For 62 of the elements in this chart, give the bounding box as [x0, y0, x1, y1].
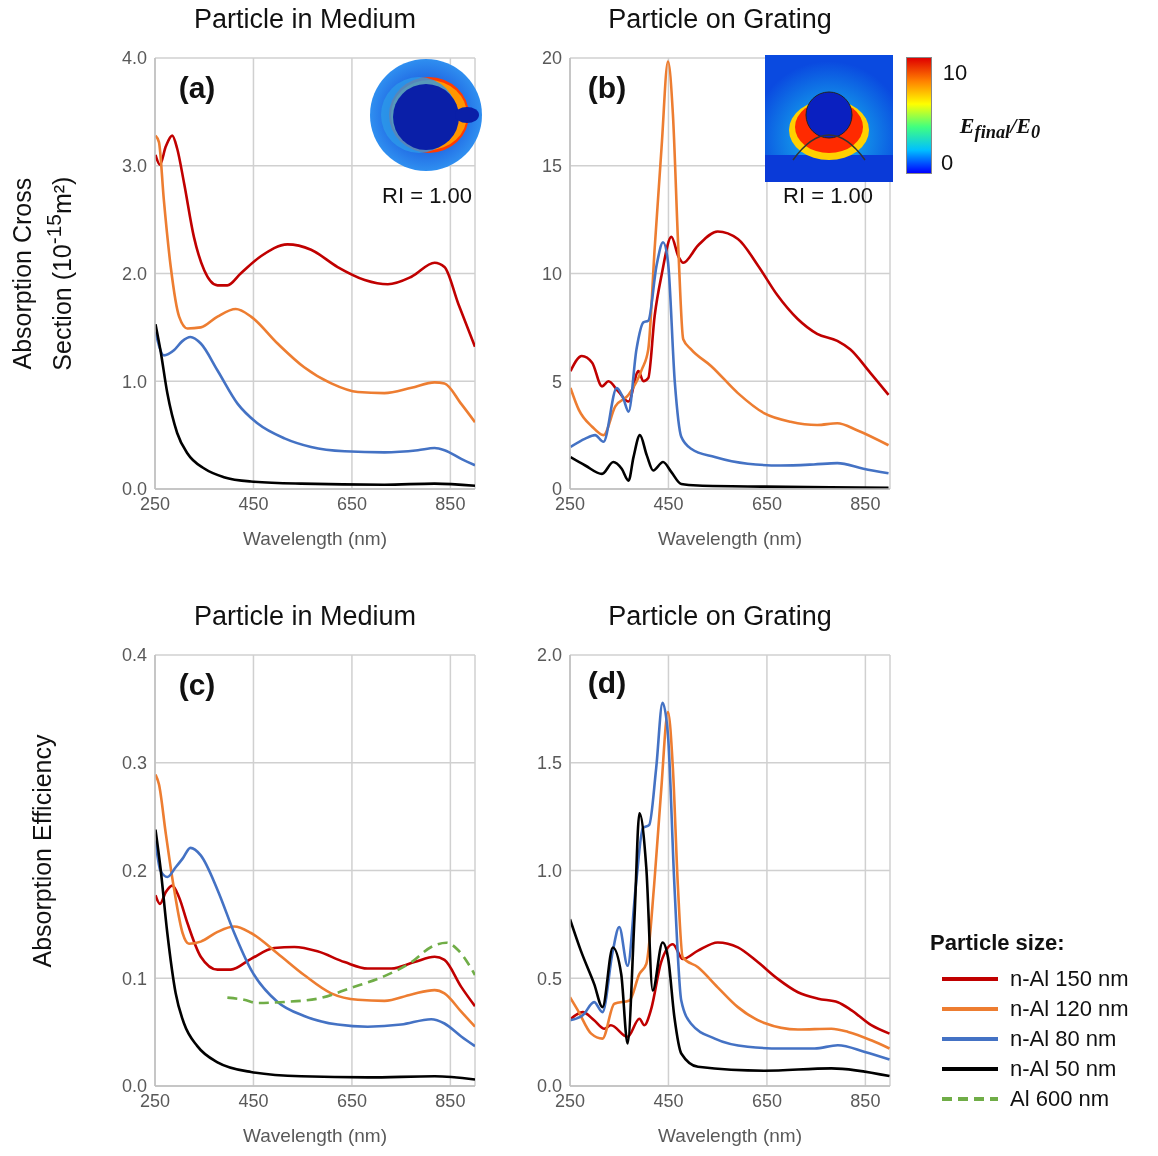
- line-series: [570, 230, 890, 403]
- y-tick-label: 10: [541, 263, 562, 284]
- x-axis-title: Wavelength (nm): [243, 528, 387, 549]
- chart-title: Particle on Grating: [607, 4, 833, 35]
- y-tick-label: 1.0: [536, 860, 562, 881]
- y-tick-label: 0.2: [121, 860, 147, 881]
- chart-title: Particle on Grating: [607, 601, 833, 632]
- annotation: (b): [587, 71, 627, 105]
- chart-title: Particle in Medium: [192, 601, 418, 632]
- x-axis-title: Wavelength (nm): [658, 1125, 802, 1146]
- line-series: [155, 134, 475, 349]
- x-tick-label: 650: [751, 1090, 782, 1111]
- x-tick-label: 850: [850, 493, 881, 514]
- legend-label: n-Al 50 nm: [1010, 1056, 1117, 1082]
- annotation: (a): [178, 71, 216, 105]
- legend-label: n-Al 80 nm: [1010, 1026, 1117, 1052]
- x-axis-title: Wavelength (nm): [658, 528, 802, 549]
- x-tick-label: 650: [336, 493, 367, 514]
- legend-title: Particle size:: [930, 930, 1066, 956]
- legend-label: Al 600 nm: [1010, 1086, 1110, 1112]
- y-tick-label: 0.1: [121, 968, 147, 989]
- x-tick-label: 450: [238, 493, 269, 514]
- text: E$_{final}$/E$_{0}$: [959, 112, 1041, 144]
- x-tick-label: 850: [850, 1090, 881, 1111]
- y-tick-label: 0.3: [121, 753, 147, 774]
- line-series: [570, 941, 890, 1039]
- line-series: [155, 884, 475, 1008]
- annotation: (c): [178, 668, 216, 702]
- x-tick-label: 450: [653, 493, 684, 514]
- legend-label: n-Al 120 nm: [1010, 996, 1129, 1022]
- y-tick-label: 0.5: [536, 968, 562, 989]
- x-tick-label: 850: [435, 493, 466, 514]
- x-tick-label: 650: [751, 493, 782, 514]
- x-tick-label: 650: [336, 1090, 367, 1111]
- y-tick-label: 0.4: [121, 645, 147, 666]
- text: 0: [940, 150, 954, 176]
- x-tick-label: 850: [435, 1090, 466, 1111]
- text: 10: [942, 60, 968, 86]
- y-tick-label: 1.0: [121, 371, 147, 392]
- y-tick-label: 15: [541, 156, 562, 177]
- y-tick-label: 20: [541, 48, 562, 69]
- annotation: RI = 1.00: [783, 183, 873, 209]
- y-tick-label: 5: [551, 371, 562, 392]
- y-axis-title: Absorption Efficiency: [27, 733, 57, 970]
- y-tick-label: 2.0: [121, 263, 147, 284]
- line-series: [226, 941, 475, 1005]
- line-series: [155, 828, 475, 1081]
- x-axis-title: Wavelength (nm): [243, 1125, 387, 1146]
- annotation: RI = 1.00: [382, 183, 472, 209]
- y-tick-label: 2.0: [536, 645, 562, 666]
- x-tick-label: 450: [653, 1090, 684, 1111]
- legend-label: n-Al 150 nm: [1010, 966, 1129, 992]
- line-series: [570, 811, 890, 1078]
- y-tick-label: 4.0: [121, 48, 147, 69]
- y-tick-label: 3.0: [121, 156, 147, 177]
- x-tick-label: 450: [238, 1090, 269, 1111]
- annotation: (d): [587, 666, 627, 700]
- line-series: [570, 240, 890, 475]
- line-series: [155, 134, 475, 424]
- chart-title: Particle in Medium: [192, 4, 418, 35]
- line-series: [155, 773, 475, 1029]
- y-tick-label: 1.5: [536, 753, 562, 774]
